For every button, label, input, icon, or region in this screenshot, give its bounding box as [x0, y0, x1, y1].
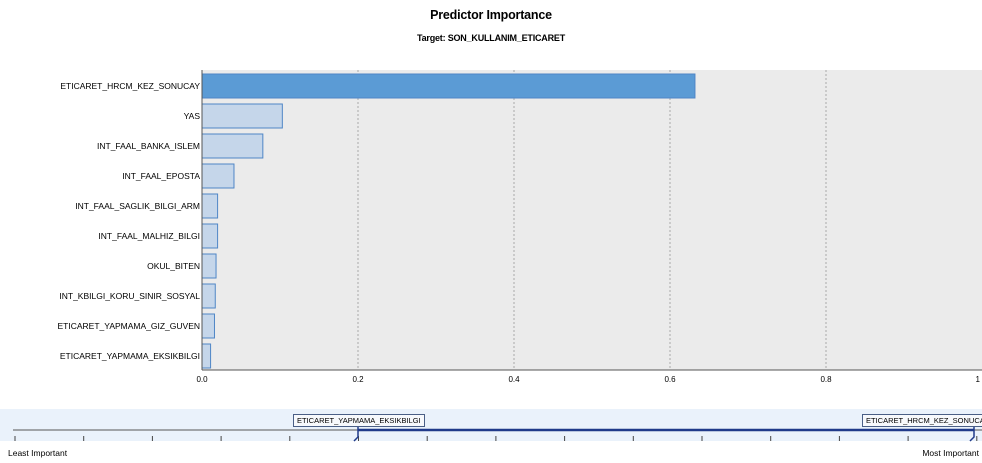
x-tick-label: 1 — [976, 375, 981, 384]
slider-right-tag[interactable]: ETICARET_HRCM_KEZ_SONUCAY — [862, 414, 982, 427]
bar — [201, 103, 283, 129]
chart-title: Predictor Importance — [430, 8, 552, 22]
category-label: YAS — [184, 111, 201, 121]
slider-left-tag[interactable]: ETICARET_YAPMAMA_EKSIKBILGI — [293, 414, 425, 427]
most-important-label: Most Important — [922, 448, 979, 458]
category-label: INT_FAAL_EPOSTA — [122, 171, 200, 181]
category-label: INT_KBILGI_KORU_SINIR_SOSYAL — [59, 291, 200, 301]
category-label: ETICARET_YAPMAMA_GIZ_GUVEN — [58, 321, 200, 331]
x-tick-label: 0.8 — [820, 375, 832, 384]
bar — [201, 283, 216, 309]
category-label: INT_FAAL_SAGLIK_BILGI_ARM — [75, 201, 200, 211]
x-tick-label: 0.2 — [352, 375, 364, 384]
least-important-label: Least Important — [8, 448, 68, 458]
slider-band — [0, 409, 982, 441]
bar — [201, 253, 217, 279]
slider-handle-left[interactable] — [353, 425, 359, 442]
bar — [201, 73, 696, 99]
bar — [201, 343, 212, 369]
x-tick-label: 0.0 — [196, 375, 208, 384]
plot-area — [202, 70, 982, 370]
bar — [201, 223, 219, 249]
category-label: ETICARET_HRCM_KEZ_SONUCAY — [60, 81, 200, 91]
bar — [201, 313, 215, 339]
bar — [201, 133, 264, 159]
category-label: INT_FAAL_BANKA_ISLEM — [97, 141, 200, 151]
bar — [201, 193, 219, 219]
x-tick-label: 0.6 — [664, 375, 676, 384]
category-label: INT_FAAL_MALHIZ_BILGI — [98, 231, 200, 241]
bar — [201, 163, 235, 189]
category-label: OKUL_BITEN — [147, 261, 200, 271]
category-label: ETICARET_YAPMAMA_EKSIKBILGI — [60, 351, 200, 361]
x-tick-label: 0.4 — [508, 375, 520, 384]
chart-subtitle: Target: SON_KULLANIM_ETICARET — [416, 33, 566, 43]
slider-handle-right[interactable] — [969, 425, 975, 442]
